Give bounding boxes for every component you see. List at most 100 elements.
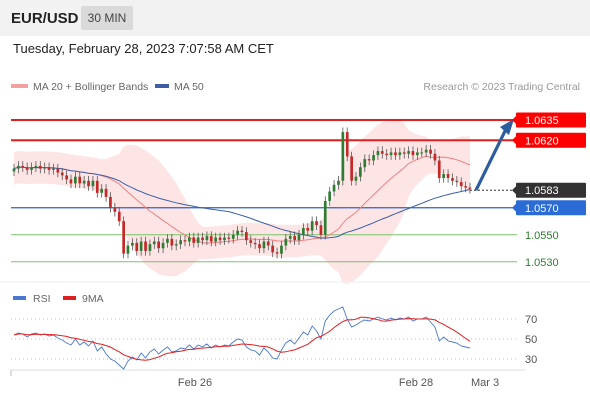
candle-body: [359, 167, 362, 177]
candle-body: [442, 174, 445, 179]
candle-body: [196, 237, 200, 243]
level-badge-pointer: [512, 185, 517, 196]
candle-body: [310, 221, 314, 231]
candle-body: [65, 175, 68, 180]
candle-body: [328, 191, 331, 201]
candle-body: [280, 245, 283, 254]
rsi-level-label: 30: [525, 354, 537, 366]
level-label-current: 1.0583: [525, 185, 559, 197]
projection-arrow-shaft: [474, 126, 509, 191]
candle-body: [416, 152, 419, 156]
candle-body: [223, 237, 226, 241]
candle-body: [451, 178, 454, 181]
candle-body: [262, 241, 266, 249]
rsi-level-label: 70: [525, 314, 537, 326]
candle-body: [109, 196, 112, 208]
candle-body: [113, 207, 117, 212]
candle-body: [17, 165, 20, 169]
price-levels: [11, 119, 517, 263]
candle-body: [179, 240, 182, 245]
candle-body: [240, 230, 244, 232]
candle-body: [209, 236, 213, 242]
candle-body: [87, 180, 90, 187]
candle-body: [201, 237, 204, 241]
candle-body: [74, 176, 77, 184]
level-label-resistance: 1.0635: [525, 115, 559, 127]
candle-body: [122, 221, 125, 254]
candle-body: [398, 152, 402, 156]
candle-body: [47, 167, 51, 170]
rsi-panel: 70 50 30: [11, 306, 537, 370]
candle-body: [284, 238, 288, 246]
candle-body: [183, 240, 187, 242]
candle-body: [25, 167, 29, 170]
level-badge-pointer: [512, 115, 517, 125]
ma50-legend-label: MA 50: [174, 81, 204, 93]
candle-body: [78, 176, 82, 184]
candle-body: [218, 237, 222, 241]
candle-body: [288, 236, 292, 239]
candle-body: [411, 151, 415, 156]
rsi-ma-legend-swatch: [63, 296, 76, 300]
ma50-legend-swatch: [155, 84, 169, 88]
candle-body: [380, 151, 384, 154]
candle-body: [354, 176, 358, 181]
symbol-title: EUR/USD: [11, 10, 79, 27]
candle-body: [170, 238, 174, 246]
level-badge-support: [516, 200, 586, 216]
candle-body: [319, 225, 323, 235]
candle-body: [174, 244, 178, 246]
level-badge-pointer: [512, 202, 517, 213]
x-tick-label: Mar 3: [471, 377, 499, 389]
interval-button[interactable]: 30 MIN: [81, 6, 133, 30]
candle-body: [420, 152, 424, 154]
candlesticks: [12, 127, 472, 259]
candle-body: [117, 211, 121, 222]
level-labels: 1.0635 1.0620 1.0583 1.0570 1.0550 1.0530: [512, 112, 586, 269]
candle-body: [60, 172, 64, 176]
candle-body: [297, 234, 301, 241]
candle-body: [82, 180, 86, 184]
level-badge-current: [516, 182, 586, 198]
candle-body: [161, 242, 165, 249]
candle-body: [249, 240, 253, 243]
candle-body: [157, 241, 160, 249]
candle-body: [69, 179, 73, 184]
candle-body: [376, 151, 380, 156]
candle-body: [275, 252, 279, 254]
candle-body: [100, 188, 103, 193]
research-credit: Research © 2023 Trading Central: [423, 81, 580, 93]
candle-body: [433, 153, 437, 161]
level-badge-resistance: [516, 112, 586, 128]
candle-body: [468, 187, 472, 189]
ma20-legend-label: MA 20 + Bollinger Bands: [33, 81, 148, 93]
candle-body: [315, 221, 318, 226]
candle-body: [323, 201, 327, 235]
candle-body: [271, 245, 274, 253]
candle-body: [337, 180, 340, 185]
candle-body: [407, 151, 410, 154]
candle-body: [341, 132, 345, 181]
candle-body: [95, 180, 99, 193]
candle-body: [231, 234, 235, 239]
bollinger-bands: [14, 119, 470, 284]
candle-body: [455, 180, 459, 183]
candle-body: [459, 182, 463, 187]
candle-body: [104, 188, 108, 197]
candle-body: [205, 236, 209, 241]
candle-body: [345, 132, 349, 157]
level-label-support: 1.0570: [525, 203, 559, 215]
candle-body: [367, 159, 371, 161]
level-badge-resistance: [516, 132, 586, 148]
rsi-ma-legend-label: 9MA: [82, 293, 104, 305]
candle-body: [464, 186, 467, 188]
candle-body: [126, 245, 130, 254]
candle-body: [38, 165, 42, 169]
candle-body: [363, 159, 367, 168]
rsi-line: [13, 306, 471, 370]
candle-body: [131, 242, 134, 246]
candle-body: [245, 232, 248, 241]
candle-body: [385, 153, 388, 156]
candle-body: [394, 152, 397, 156]
candle-body: [429, 149, 432, 154]
